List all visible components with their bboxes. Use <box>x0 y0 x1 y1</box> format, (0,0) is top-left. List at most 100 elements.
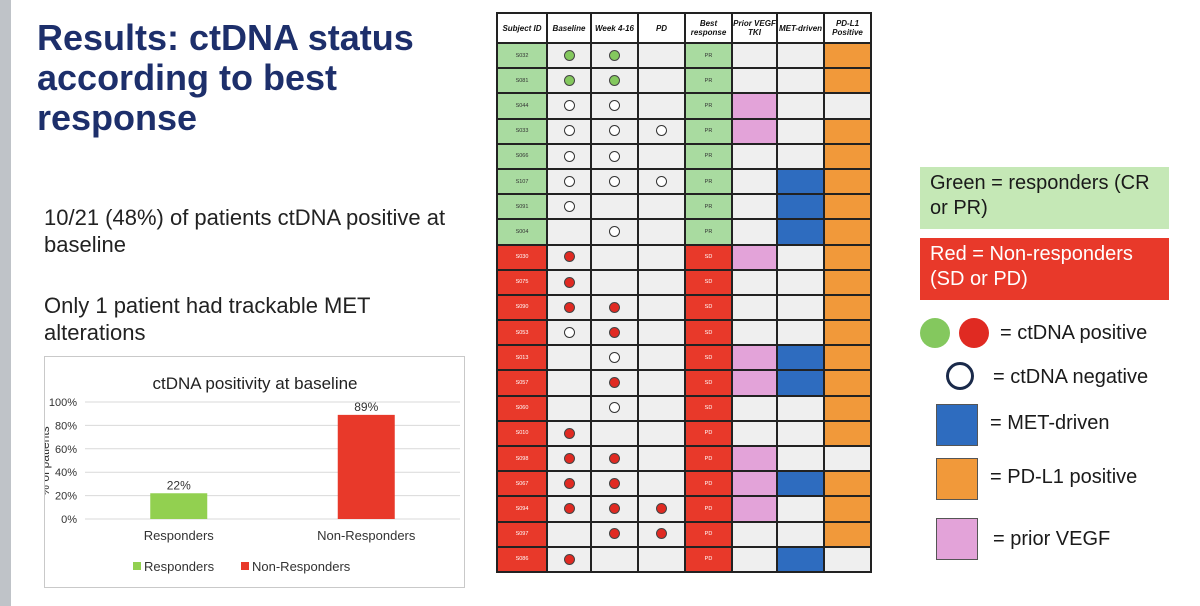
subject-id-cell: S010 <box>496 419 548 448</box>
ctdna-negative-dot-icon <box>563 125 575 137</box>
ctdna-negative-dot-icon <box>563 100 575 112</box>
table-row: S098 PD <box>496 444 872 473</box>
week-4-16-cell <box>590 470 639 498</box>
met-driven-cell <box>776 193 825 221</box>
subject-id-cell: S094 <box>496 495 548 523</box>
table-row: S075 SD <box>496 268 872 296</box>
met-driven-cell <box>776 344 825 372</box>
table-row: S010 PD <box>496 419 872 448</box>
x-tick-label: Non-Responders <box>317 528 416 543</box>
pd-cell <box>637 520 686 548</box>
best-response-cell: PR <box>684 41 733 70</box>
met-driven-cell <box>776 67 825 95</box>
prior-vegf-cell <box>731 218 778 246</box>
subject-id-cell: S030 <box>496 243 548 271</box>
prior-vegf-cell <box>731 319 778 347</box>
subject-id-cell: S098 <box>496 444 548 473</box>
pd-cell <box>637 444 686 473</box>
subject-id-cell: S057 <box>496 369 548 397</box>
column-header: Week 4-16 <box>590 12 639 44</box>
ctdna-negative-dot-icon <box>609 125 620 137</box>
pd-cell <box>637 268 686 296</box>
baseline-cell <box>546 495 592 523</box>
week-4-16-cell <box>590 369 639 397</box>
y-tick-label: 20% <box>55 491 77 503</box>
best-response-cell: PR <box>684 117 733 145</box>
met-driven-cell <box>776 369 825 397</box>
prior-vegf-cell <box>731 92 778 120</box>
table-row: S057 SD <box>496 369 872 397</box>
week-4-16-cell <box>590 193 639 221</box>
table-row: S044 PR <box>496 92 872 120</box>
table-row: S097 PD <box>496 520 872 548</box>
baseline-cell <box>546 117 592 145</box>
patient-table-wrap: Subject ID Baseline Week 4-16 PD Best respon… <box>496 12 872 573</box>
best-response-cell: PR <box>684 167 733 196</box>
subject-id-cell: S053 <box>496 319 548 347</box>
y-axis-label: % of patients <box>45 426 52 495</box>
best-response-cell: PD <box>684 520 733 548</box>
pdl1-cell <box>823 344 872 372</box>
pdl1-cell <box>823 495 872 523</box>
baseline-cell <box>546 394 592 422</box>
met-driven-cell <box>776 495 825 523</box>
legend-open-dot-icon <box>946 362 974 390</box>
pd-cell <box>637 167 686 196</box>
best-response-cell: PD <box>684 545 733 573</box>
pd-cell <box>637 369 686 397</box>
table-row: S066 PR <box>496 142 872 170</box>
ctdna-positive-dot-icon <box>609 49 620 61</box>
baseline-positivity-text: 10/21 (48%) of patients ctDNA positive a… <box>44 205 446 257</box>
ctdna-bar-chart: ctDNA positivity at baseline 0% 20% 40% 60% 8… <box>44 356 465 588</box>
table-row: S030 SD <box>496 243 872 271</box>
subject-id-cell: S004 <box>496 218 548 246</box>
pdl1-cell <box>823 243 872 271</box>
baseline-cell <box>546 193 592 221</box>
ctdna-positive-dot-icon <box>656 503 667 515</box>
baseline-cell <box>546 319 592 347</box>
ctdna-positive-dot-icon <box>563 452 575 464</box>
met-driven-cell <box>776 167 825 196</box>
subject-id-cell: S060 <box>496 394 548 422</box>
ctdna-positive-dot-icon <box>563 251 575 263</box>
subject-id-cell: S086 <box>496 545 548 573</box>
column-header: Subject ID <box>496 12 548 44</box>
column-header: Baseline <box>546 12 592 44</box>
ctdna-positive-dot-icon <box>563 301 575 313</box>
legend-met-square-icon <box>936 404 978 446</box>
best-response-cell: SD <box>684 319 733 347</box>
prior-vegf-cell <box>731 419 778 448</box>
week-4-16-cell <box>590 419 639 448</box>
pd-cell <box>637 293 686 322</box>
ctdna-positive-dot-icon <box>609 478 620 490</box>
ctdna-negative-dot-icon <box>656 175 667 187</box>
chart-canvas: ctDNA positivity at baseline 0% 20% 40% 60% 8… <box>45 374 460 574</box>
met-driven-cell <box>776 394 825 422</box>
column-header: Best response <box>684 12 733 44</box>
pd-cell <box>637 67 686 95</box>
ctdna-negative-dot-icon <box>609 175 620 187</box>
subject-id-cell: S013 <box>496 344 548 372</box>
week-4-16-cell <box>590 520 639 548</box>
ctdna-positive-dot-icon <box>609 377 620 389</box>
subject-id-cell: S075 <box>496 268 548 296</box>
baseline-cell <box>546 369 592 397</box>
met-driven-cell <box>776 319 825 347</box>
legend-red-dot-icon <box>959 318 989 348</box>
ctdna-positive-dot-icon <box>563 503 575 515</box>
week-4-16-cell <box>590 117 639 145</box>
legend-entry: Non-Responders <box>252 559 351 574</box>
legend-vegf-label: = prior VEGF <box>993 528 1111 550</box>
baseline-cell <box>546 470 592 498</box>
pdl1-cell <box>823 218 872 246</box>
prior-vegf-cell <box>731 117 778 145</box>
baseline-cell <box>546 293 592 322</box>
pdl1-cell <box>823 142 872 170</box>
pdl1-cell <box>823 444 872 473</box>
week-4-16-cell <box>590 495 639 523</box>
y-tick-label: 100% <box>49 397 77 409</box>
subject-id-cell: S033 <box>496 117 548 145</box>
prior-vegf-cell <box>731 520 778 548</box>
ctdna-negative-dot-icon <box>609 100 620 112</box>
table-row: S086 PD <box>496 545 872 573</box>
